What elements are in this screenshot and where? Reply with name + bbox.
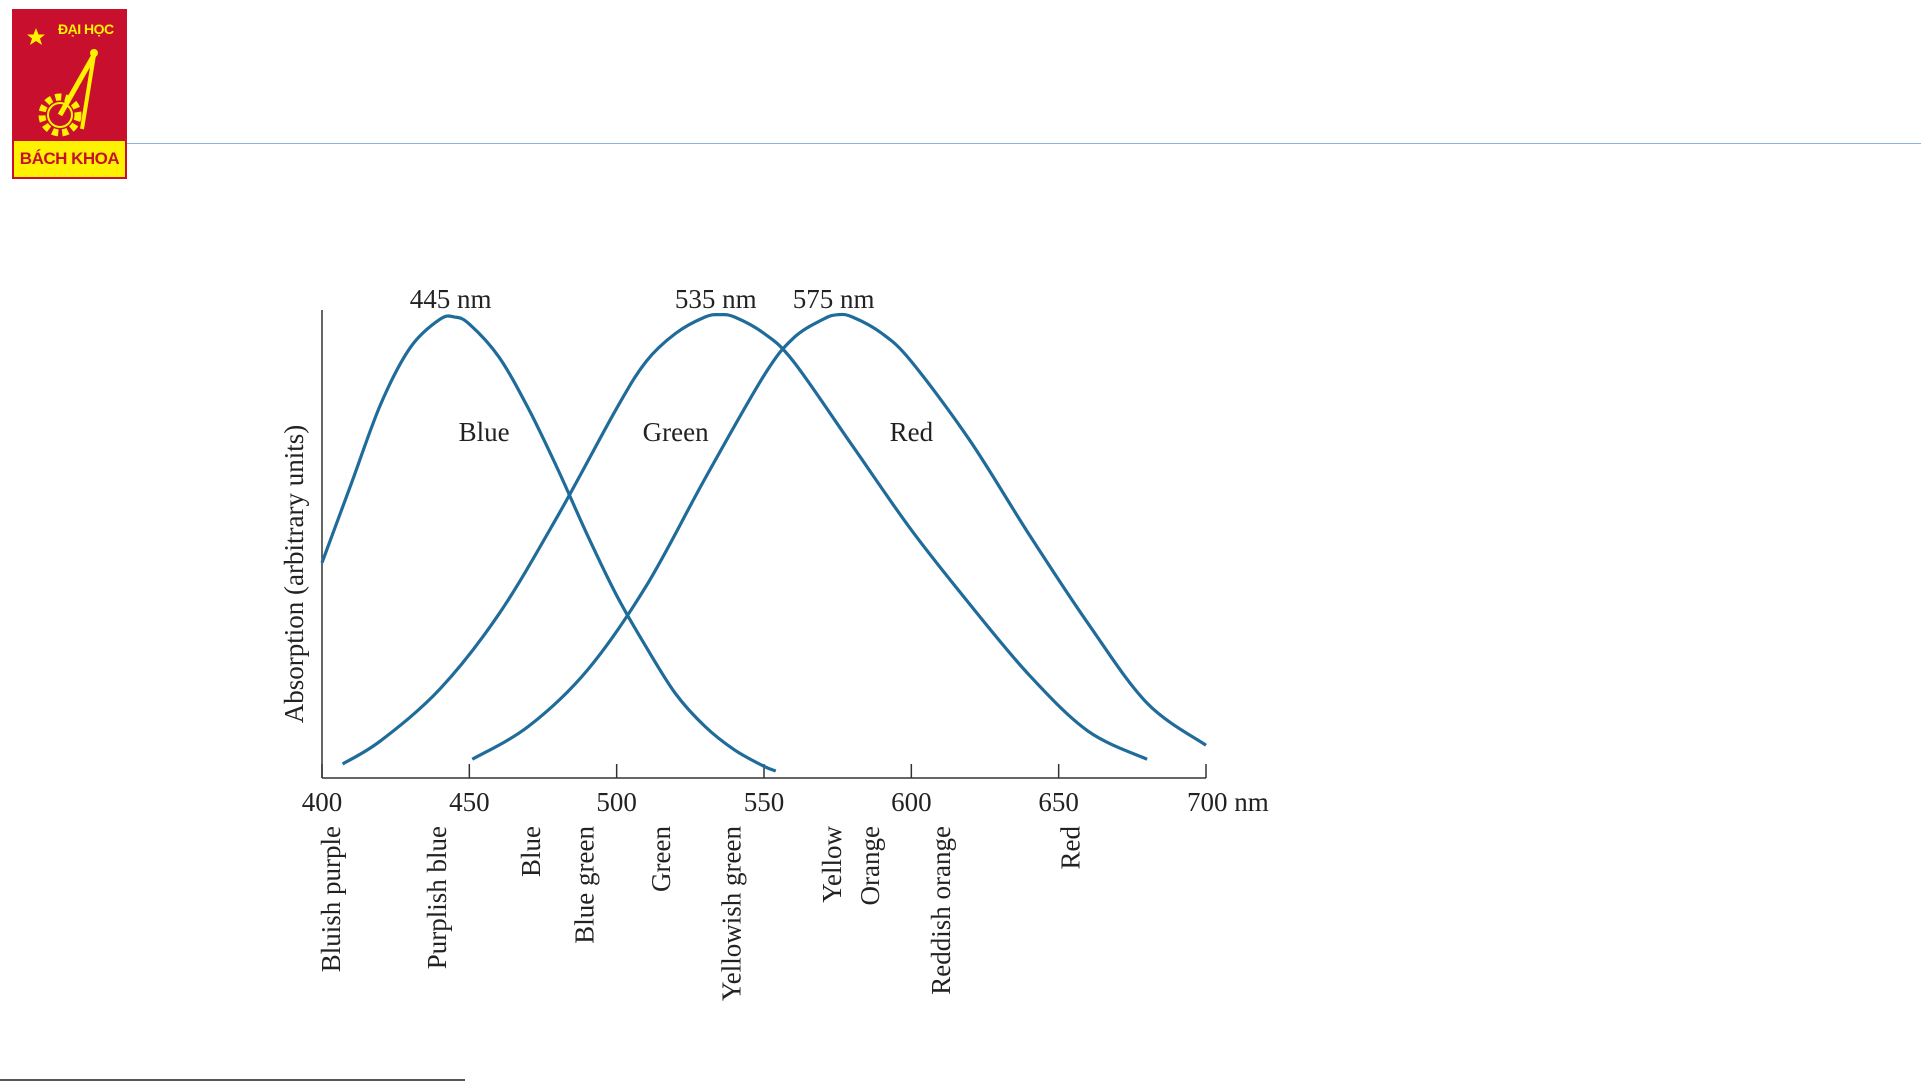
star-icon	[27, 28, 45, 45]
footer-divider	[0, 1079, 465, 1081]
color-name-label: Purplish blue	[422, 826, 452, 969]
logo-top-text: ĐẠI HỌC	[58, 21, 114, 37]
x-tick-label: 500	[596, 787, 637, 817]
x-tick-label: 550	[744, 787, 785, 817]
series-line-blue	[320, 314, 777, 773]
series-label-green: Green	[643, 417, 709, 447]
color-name-label: Orange	[855, 826, 885, 905]
university-logo: ĐẠI HỌC BÁCH KHOA	[12, 9, 127, 179]
color-name-label: Reddish orange	[926, 826, 956, 995]
color-name-label: Bluish purple	[316, 826, 346, 972]
compass-gear-emblem	[27, 28, 98, 137]
y-axis-label: Absorption (arbitrary units)	[279, 425, 309, 723]
series-line-green	[341, 312, 1148, 766]
peak-label-red: 575 nm	[793, 284, 875, 314]
color-name-label: Red	[1055, 826, 1085, 870]
series-line-red	[471, 312, 1207, 761]
color-name-label: Blue green	[569, 826, 599, 944]
peak-label-blue: 445 nm	[410, 284, 492, 314]
series-label-red: Red	[890, 417, 934, 447]
color-name-label: Green	[646, 826, 676, 892]
x-tick-label: 600	[891, 787, 932, 817]
color-name-label: Yellow	[817, 825, 847, 902]
color-name-label: Blue	[516, 826, 546, 877]
series-label-blue: Blue	[459, 417, 510, 447]
logo-bottom-text: BÁCH KHOA	[14, 141, 125, 177]
peak-label-green: 535 nm	[675, 284, 757, 314]
x-tick-label: 650	[1038, 787, 1079, 817]
color-name-label: Yellowish green	[717, 826, 747, 1001]
header-divider	[127, 143, 1921, 144]
x-tick-label: 400	[302, 787, 343, 817]
x-tick-label: 450	[449, 787, 490, 817]
x-tick-label: 700 nm	[1187, 787, 1269, 817]
